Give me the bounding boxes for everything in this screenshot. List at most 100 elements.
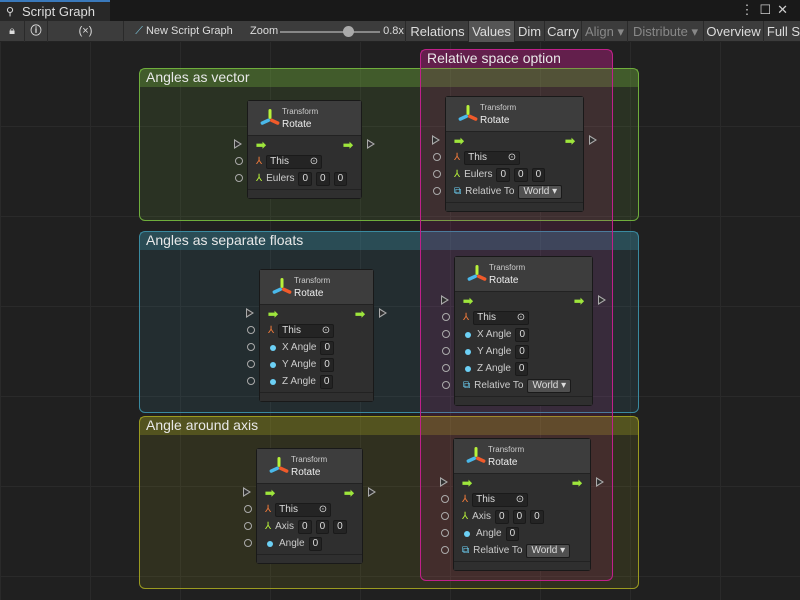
float-field[interactable]: 0 xyxy=(515,327,530,342)
value-input-port[interactable] xyxy=(441,529,449,537)
float-icon xyxy=(270,378,276,385)
new-script-graph-button[interactable]: ⟋ New Script Graph xyxy=(135,25,233,37)
target-icon[interactable]: ⊙ xyxy=(318,503,328,515)
value-input-port[interactable] xyxy=(441,495,449,503)
flow-input-port[interactable] xyxy=(441,295,449,305)
vector-component-field[interactable]: 0 xyxy=(495,509,509,524)
port-label: Y Angle xyxy=(282,359,317,370)
toolbar-button-carry[interactable]: Carry xyxy=(545,21,582,42)
target-field[interactable]: This ⊙ xyxy=(472,492,529,507)
value-input-port[interactable] xyxy=(247,326,255,334)
relative-to-dropdown[interactable]: World ▾ xyxy=(518,184,563,199)
float-field[interactable]: 0 xyxy=(505,526,520,541)
float-field[interactable]: 0 xyxy=(308,536,323,551)
close-icon[interactable]: ✕ xyxy=(777,2,794,17)
rotate-node[interactable]: Transform Rotate ➡ ➡ ⅄ This ⊙ X Angle 0 Y Angle 0… xyxy=(246,269,387,402)
port-label: Z Angle xyxy=(477,363,511,374)
value-input-port[interactable] xyxy=(433,170,441,178)
transform-icon: ⅄ xyxy=(256,156,263,167)
value-input-port[interactable] xyxy=(442,364,450,372)
space-icon: ⧉ xyxy=(462,545,470,556)
flow-input-port[interactable] xyxy=(243,487,251,497)
flow-output-port[interactable] xyxy=(598,295,606,305)
graph-canvas[interactable] xyxy=(0,42,800,600)
rotate-node[interactable]: Transform Rotate ➡ ➡ ⅄ This ⊙ ⅄ Axis 0 0 0 Angle 0 ⧉ R… xyxy=(440,438,604,571)
vector-component-field[interactable]: 0 xyxy=(316,171,330,186)
vector-component-field[interactable]: 0 xyxy=(514,167,528,182)
flow-input-port[interactable] xyxy=(440,477,448,487)
info-icon[interactable]: ⓘ xyxy=(25,21,48,42)
target-field[interactable]: This ⊙ xyxy=(278,323,335,338)
relative-to-dropdown[interactable]: World ▾ xyxy=(527,378,572,393)
maximize-icon[interactable]: ☐ xyxy=(759,2,778,17)
vector-component-field[interactable]: 0 xyxy=(531,167,546,182)
vector-component-field[interactable]: 0 xyxy=(512,509,527,524)
zoom-slider[interactable] xyxy=(280,26,380,37)
target-icon[interactable]: ⊙ xyxy=(321,324,331,336)
rotate-node[interactable]: Transform Rotate ➡ ➡ ⅄ This ⊙ ⅄ Eulers 0 0 0 xyxy=(234,100,375,199)
target-icon[interactable]: ⊙ xyxy=(516,311,526,323)
rotate-node[interactable]: Transform Rotate ➡ ➡ ⅄ This ⊙ X Angle 0 Y Angle 0… xyxy=(441,256,606,406)
rotate-node[interactable]: Transform Rotate ➡ ➡ ⅄ This ⊙ ⅄ Axis 0 0 0 Angle 0 xyxy=(243,448,376,564)
value-input-port[interactable] xyxy=(441,512,449,520)
float-field[interactable]: 0 xyxy=(319,374,334,389)
relative-to-dropdown[interactable]: World ▾ xyxy=(526,543,571,558)
value-input-port[interactable] xyxy=(247,343,255,351)
toolbar-button-values[interactable]: Values xyxy=(469,21,515,42)
vector-component-field[interactable]: 0 xyxy=(530,509,544,524)
port-label: Angle xyxy=(476,528,502,539)
flow-input-port[interactable] xyxy=(432,135,440,145)
value-input-port[interactable] xyxy=(235,174,243,182)
vector-component-field[interactable]: 0 xyxy=(298,171,313,186)
tab-script-graph[interactable]: ⚲ Script Graph xyxy=(0,0,110,21)
kebab-icon[interactable]: ⋮ xyxy=(740,2,760,17)
target-icon[interactable]: ⊙ xyxy=(515,493,525,505)
vector-component-field[interactable]: 0 xyxy=(315,519,330,534)
value-input-port[interactable] xyxy=(244,522,252,530)
value-input-port[interactable] xyxy=(244,505,252,513)
vector-component-field[interactable]: 0 xyxy=(298,519,312,534)
target-field[interactable]: This ⊙ xyxy=(464,150,521,165)
toolbar-button-fulls[interactable]: Full S xyxy=(764,21,800,42)
value-input-port[interactable] xyxy=(247,377,255,385)
value-input-port[interactable] xyxy=(247,360,255,368)
vector-component-field[interactable]: 0 xyxy=(496,167,511,182)
flow-output-port[interactable] xyxy=(596,477,604,487)
float-field[interactable]: 0 xyxy=(514,361,529,376)
flow-output-port[interactable] xyxy=(379,308,387,318)
toolbar-button-overview[interactable]: Overview xyxy=(704,21,764,42)
target-field[interactable]: This ⊙ xyxy=(266,154,323,169)
value-input-port[interactable] xyxy=(442,330,450,338)
rotate-node[interactable]: Transform Rotate ➡ ➡ ⅄ This ⊙ ⅄ Eulers 0 0 0 ⧉ Relat… xyxy=(432,96,597,212)
target-field[interactable]: This ⊙ xyxy=(473,310,530,325)
rotate-icon xyxy=(466,264,488,286)
toolbar-button-dim[interactable]: Dim xyxy=(515,21,545,42)
target-icon[interactable]: ⊙ xyxy=(309,155,319,167)
target-field[interactable]: This ⊙ xyxy=(275,502,332,517)
float-field[interactable]: 0 xyxy=(515,344,529,359)
float-field[interactable]: 0 xyxy=(320,340,335,355)
flow-output-port[interactable] xyxy=(367,139,375,149)
flow-output-port[interactable] xyxy=(368,487,376,497)
value-input-port[interactable] xyxy=(442,381,450,389)
toolbar-button-relations[interactable]: Relations xyxy=(407,21,469,42)
zoom-slider-handle[interactable] xyxy=(343,26,354,37)
vector-component-field[interactable]: 0 xyxy=(333,171,348,186)
value-row: ⅄ This ⊙ xyxy=(442,309,592,326)
value-input-port[interactable] xyxy=(442,313,450,321)
flow-output-port[interactable] xyxy=(589,135,597,145)
value-input-port[interactable] xyxy=(442,347,450,355)
value-input-port[interactable] xyxy=(235,157,243,165)
value-input-port[interactable] xyxy=(244,539,252,547)
value-input-port[interactable] xyxy=(433,187,441,195)
vector-component-field[interactable]: 0 xyxy=(333,519,347,534)
value-input-port[interactable] xyxy=(433,153,441,161)
target-icon[interactable]: ⊙ xyxy=(507,151,517,163)
value-row: ⅄ This ⊙ xyxy=(433,149,583,166)
lock-icon[interactable]: 🔒︎ xyxy=(0,21,25,42)
float-field[interactable]: 0 xyxy=(320,357,334,372)
flow-input-port[interactable] xyxy=(246,308,254,318)
flow-input-port[interactable] xyxy=(234,139,242,149)
variables-button[interactable]: (×) xyxy=(48,21,124,42)
value-input-port[interactable] xyxy=(441,546,449,554)
